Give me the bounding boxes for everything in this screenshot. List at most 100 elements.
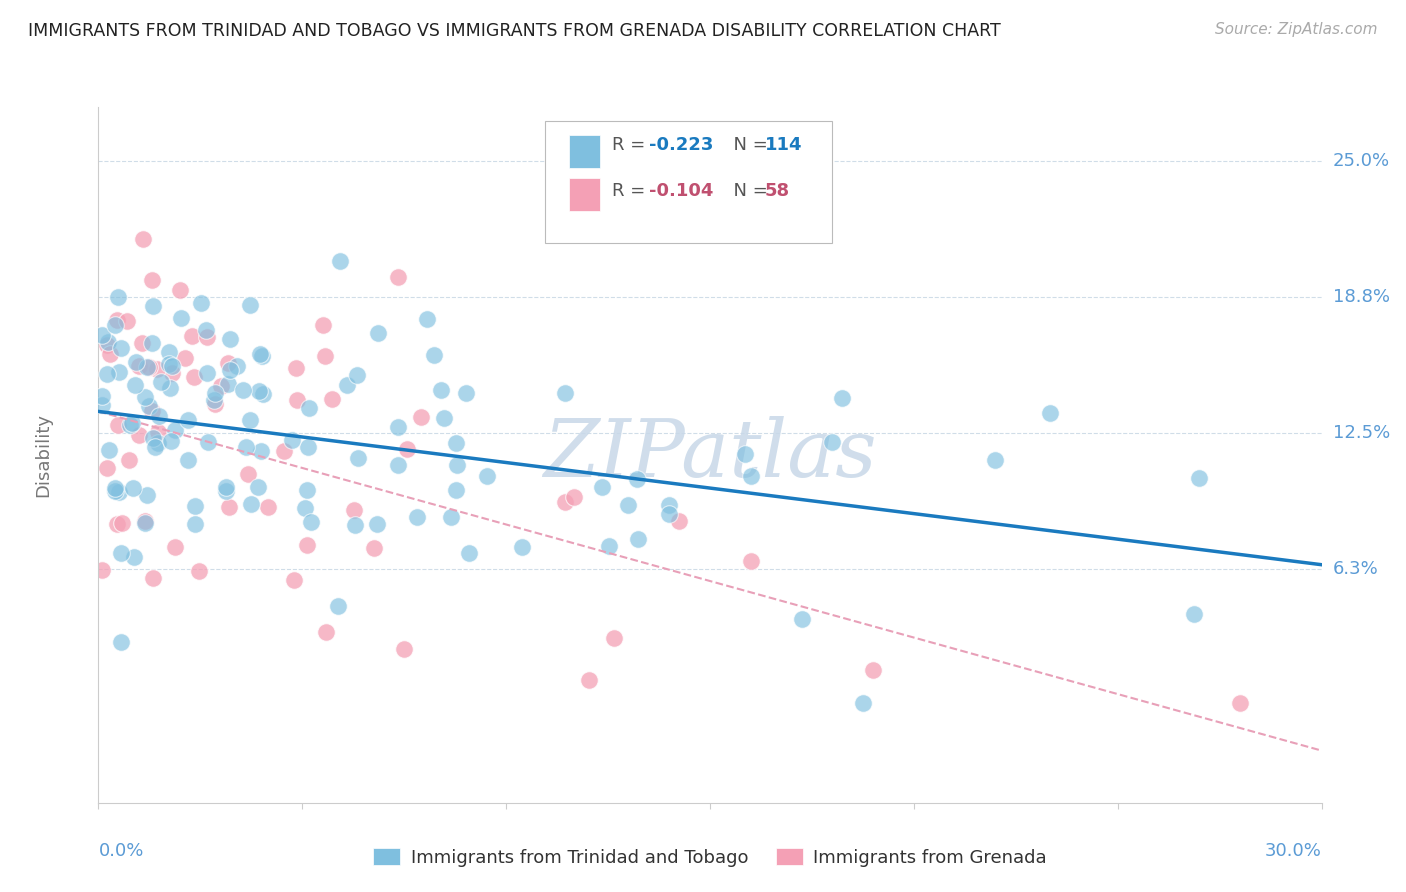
Point bbox=[195, 367, 218, 381]
Point bbox=[169, 283, 191, 297]
Point bbox=[131, 336, 153, 351]
Point bbox=[108, 485, 131, 500]
Point bbox=[197, 434, 219, 449]
Point bbox=[177, 413, 200, 427]
Point bbox=[194, 323, 217, 337]
Point bbox=[142, 299, 165, 313]
Point bbox=[184, 500, 207, 514]
Point bbox=[821, 434, 844, 449]
Point bbox=[454, 386, 477, 401]
Point bbox=[184, 516, 207, 531]
Point bbox=[105, 313, 128, 327]
Point bbox=[217, 376, 239, 391]
Point bbox=[100, 347, 122, 361]
Point bbox=[312, 318, 335, 332]
Point bbox=[141, 336, 163, 351]
Point bbox=[315, 624, 337, 639]
Point bbox=[159, 381, 181, 395]
Point bbox=[658, 499, 681, 513]
Text: 6.3%: 6.3% bbox=[1333, 560, 1378, 578]
Point bbox=[108, 365, 131, 379]
Point bbox=[457, 545, 479, 559]
Point bbox=[96, 367, 118, 381]
Point bbox=[249, 347, 271, 361]
Point bbox=[273, 444, 295, 458]
Point bbox=[217, 355, 239, 369]
Point bbox=[169, 310, 191, 325]
Point bbox=[181, 329, 204, 343]
Point bbox=[96, 461, 118, 475]
FancyBboxPatch shape bbox=[546, 121, 832, 243]
Point bbox=[281, 434, 304, 448]
Point bbox=[177, 452, 200, 467]
Point bbox=[617, 499, 640, 513]
Point bbox=[299, 515, 322, 529]
Point bbox=[142, 571, 165, 585]
Point bbox=[284, 361, 307, 376]
Point bbox=[562, 490, 585, 504]
Point bbox=[294, 500, 316, 515]
Point bbox=[135, 488, 157, 502]
Point bbox=[204, 385, 226, 400]
Point bbox=[122, 549, 145, 564]
Point bbox=[195, 330, 218, 344]
Point bbox=[187, 564, 209, 578]
Point bbox=[110, 545, 132, 559]
Point bbox=[297, 538, 319, 552]
Point bbox=[314, 349, 336, 363]
Text: N =: N = bbox=[723, 182, 773, 200]
Point bbox=[346, 368, 368, 382]
Point bbox=[287, 393, 309, 408]
Point bbox=[110, 516, 132, 531]
Point bbox=[578, 673, 600, 687]
Text: 12.5%: 12.5% bbox=[1333, 425, 1391, 442]
FancyBboxPatch shape bbox=[569, 135, 600, 169]
Point bbox=[121, 481, 143, 495]
Point bbox=[104, 318, 127, 333]
Point bbox=[440, 509, 463, 524]
Point bbox=[246, 480, 269, 494]
Point bbox=[165, 541, 187, 555]
Text: ZIPatlas: ZIPatlas bbox=[543, 417, 877, 493]
Point bbox=[554, 386, 576, 401]
Point bbox=[347, 451, 370, 466]
Point bbox=[256, 500, 278, 515]
Point bbox=[121, 416, 143, 430]
Point bbox=[218, 363, 240, 377]
Point bbox=[105, 516, 128, 531]
Point bbox=[141, 404, 163, 418]
Point bbox=[598, 539, 620, 553]
Point bbox=[387, 458, 409, 472]
Text: 25.0%: 25.0% bbox=[1333, 153, 1391, 170]
Point bbox=[157, 345, 180, 359]
Point bbox=[329, 254, 352, 268]
Text: 30.0%: 30.0% bbox=[1265, 842, 1322, 860]
Point bbox=[128, 359, 150, 373]
Point bbox=[862, 663, 884, 677]
Point bbox=[110, 634, 132, 648]
Point bbox=[218, 500, 240, 515]
Point bbox=[115, 314, 138, 328]
Point bbox=[1182, 607, 1205, 621]
Point bbox=[591, 480, 613, 494]
Point bbox=[433, 411, 456, 425]
Point bbox=[160, 366, 183, 380]
Point bbox=[852, 696, 875, 710]
Point bbox=[387, 269, 409, 284]
Point bbox=[107, 417, 129, 432]
Point bbox=[446, 458, 468, 472]
Point bbox=[148, 409, 170, 423]
Point bbox=[444, 436, 467, 450]
Point bbox=[110, 342, 132, 356]
Point bbox=[143, 440, 166, 454]
Point bbox=[336, 378, 359, 392]
Point bbox=[134, 516, 156, 531]
Point bbox=[174, 351, 197, 365]
Point bbox=[239, 298, 262, 312]
Point bbox=[326, 599, 349, 613]
Point bbox=[343, 503, 366, 517]
Text: 58: 58 bbox=[765, 182, 790, 200]
Point bbox=[91, 389, 114, 403]
Point bbox=[146, 435, 169, 450]
Point bbox=[128, 427, 150, 442]
